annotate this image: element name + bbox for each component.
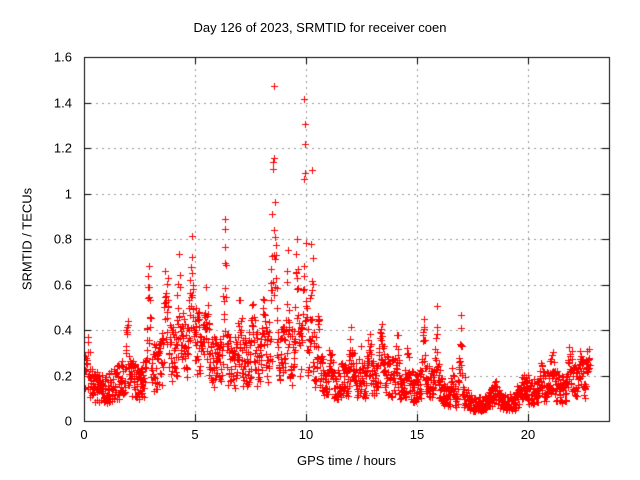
x-tick-label: 0 (80, 427, 88, 442)
x-axis-label: GPS time / hours (297, 453, 396, 468)
x-tick-label: 5 (191, 427, 199, 442)
x-tick-label: 20 (520, 427, 536, 442)
y-tick-label: 1.4 (53, 95, 72, 110)
y-tick-label: 0 (64, 413, 72, 429)
y-tick-label: 0.8 (53, 231, 72, 247)
y-tick-label: 1.6 (53, 49, 72, 65)
y-tick-label: 0.6 (53, 277, 72, 292)
y-tick-label: 1 (64, 186, 72, 201)
y-tick-label: 0.4 (53, 322, 72, 338)
x-tick-label: 15 (409, 427, 425, 442)
chart-title: Day 126 of 2023, SRMTID for receiver coe… (193, 20, 447, 35)
y-tick-label: 0.2 (53, 368, 72, 383)
x-tick-label: 10 (298, 427, 314, 442)
y-tick-label: 1.2 (53, 140, 72, 156)
